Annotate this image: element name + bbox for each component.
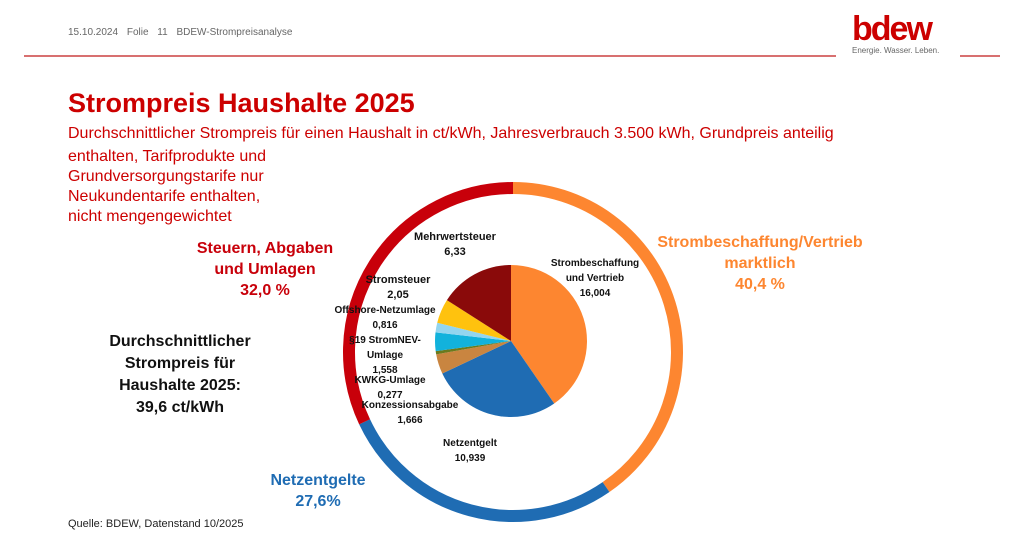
slide-header: 15.10.2024 Folie 11 BDEW-Strompreisanaly…: [68, 27, 292, 38]
pie-slice-netzentgelt: [442, 341, 555, 418]
pie-slice-strombeschaffung-und-vertrieb: [511, 265, 588, 404]
slide-number: Folie 11: [126, 27, 168, 38]
pie-slice--19-stromnev-umlage: [435, 332, 511, 352]
pie-slice-konzessionsabgabe: [436, 341, 511, 374]
ring-label-beschaffung: Strombeschaffung/Vertrieb marktlich 40,4…: [657, 234, 863, 293]
pie-label-stromsteuer: Stromsteuer 2,05: [365, 274, 431, 301]
source-note: Quelle: BDEW, Datenstand 10/2025: [68, 518, 244, 530]
logo-tagline: Energie. Wasser. Leben.: [852, 46, 940, 55]
ring-segment-netzentgelte: [359, 419, 610, 522]
ring-label-steuern: Steuern, Abgaben und Umlagen 32,0 %: [196, 240, 334, 299]
ring-segment-steuern-abgaben-und-umlagen: [343, 182, 514, 425]
pie-label-konzession: Konzessionsabgabe 1,666: [361, 400, 459, 426]
date: 15.10.2024: [68, 27, 119, 38]
header-rule: [24, 55, 836, 57]
pie-label-kwkg: KWKG-Umlage 0,277: [354, 375, 426, 401]
ring-label-netzentgelte: Netzentgelte 27,6%: [270, 472, 366, 510]
header-rule-right: [960, 55, 1000, 57]
pie-slice-offshore-netzumlage: [435, 322, 511, 341]
page-title: Strompreis Haushalte 2025: [68, 88, 415, 118]
pie-label-netzentgelt: Netzentgelt 10,939: [443, 438, 497, 464]
pie-label-offshore: Offshore-Netzumlage 0,816: [334, 305, 436, 331]
subtitle-continued: enthalten, Tarifprodukte und Grundversor…: [68, 148, 267, 225]
summary-price: Durchschnittlicher Strompreis für Hausha…: [109, 333, 251, 416]
ring-segment-strombeschaffung-vertrieb-marktlich: [512, 182, 683, 492]
pie-slice-stromsteuer: [437, 300, 511, 341]
document-name: BDEW-Strompreisanalyse: [176, 27, 293, 38]
pie-slice-kwkg-umlage: [435, 341, 511, 355]
subtitle: Durchschnittlicher Strompreis für einen …: [68, 125, 834, 142]
pie-label-stromnev: §19 StromNEV- Umlage 1,558: [349, 335, 421, 376]
pie-slice-mehrwertsteuer: [446, 265, 511, 341]
pie-label-mwst: Mehrwertsteuer 6,33: [414, 231, 496, 258]
bdew-logo: bdew: [852, 10, 933, 48]
pie-label-beschaffung: Strombeschaffung und Vertrieb 16,004: [550, 258, 640, 299]
